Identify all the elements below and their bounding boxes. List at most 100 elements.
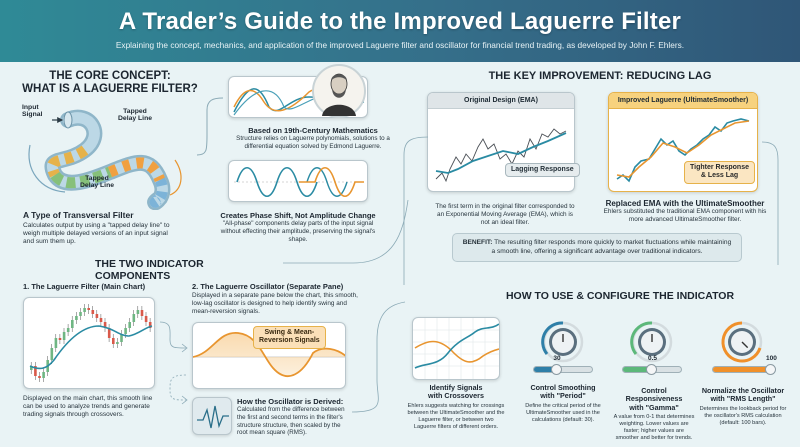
oscillator-body: Displayed in a separate pane below the c… <box>192 292 358 315</box>
crossover-body: Ehlers suggests watching for crossings b… <box>407 402 505 430</box>
period-item: Control Smoothing with "Period" Define th… <box>522 383 604 424</box>
input-label-line1: Input <box>22 104 39 111</box>
component-arrows <box>159 321 188 405</box>
laguerre-filter-heading: 1. The Laguerre Filter (Main Chart) <box>23 282 146 291</box>
slider-value: 30 <box>553 355 561 362</box>
benefit-label: BENEFIT: <box>462 239 493 246</box>
transversal-filter-block: A Type of Transversal Filter Calculates … <box>23 210 178 247</box>
phase-shift-heading: Creates Phase Shift, Not Amplitude Chang… <box>220 211 376 220</box>
crossover-item: Identify Signals with Crossovers Ehlers s… <box>407 383 505 431</box>
improved-laguerre-card: Improved Laguerre (UltimateSmoother) <box>608 92 758 192</box>
mathematics-heading: Based on 19th-Century Mathematics <box>248 126 378 135</box>
period-body: Define the critical period of the Ultima… <box>525 402 601 423</box>
tapped-delay-line-diagram <box>28 109 182 210</box>
slider-track[interactable] <box>622 364 682 375</box>
tapped-delay-bottom-label: Tapped Delay Line <box>80 175 114 190</box>
phase-shift-card <box>228 160 368 202</box>
edmond-laguerre-portrait <box>312 64 366 118</box>
slider-thumb[interactable] <box>765 364 776 375</box>
slider-thumb[interactable] <box>551 364 563 375</box>
slider-fill <box>623 367 652 372</box>
key-improvement-title: THE KEY IMPROVEMENT: REDUCING LAG <box>488 70 712 82</box>
oscillator-wave <box>193 332 345 377</box>
main-chart-card <box>23 297 155 389</box>
tapped-delay-top-label: Tapped Delay Line <box>118 108 152 123</box>
phase-shift-block: Creates Phase Shift, Not Amplitude Chang… <box>213 211 383 244</box>
tighter-response-callout: Tighter Response & Less Lag <box>684 161 755 184</box>
slider-fill <box>713 367 771 372</box>
gamma-heading-line2: with "Gamma" <box>629 402 679 412</box>
candlestick-chart <box>29 304 153 382</box>
crossover-heading-line2: with Crossovers <box>428 391 484 401</box>
dial-knob[interactable] <box>541 320 585 364</box>
derivation-body: Calculated from the difference between t… <box>237 406 345 437</box>
core-concept-title-line1: THE CORE CONCEPT: <box>49 70 171 82</box>
original-card-title: Original Design (EMA) <box>428 93 574 109</box>
knob-icon <box>721 321 763 363</box>
tighter-callout-line2: & Less Lag <box>700 172 739 180</box>
gamma-item: Control Responsiveness with "Gamma" A val… <box>612 386 696 442</box>
how-to-use-title: HOW TO USE & CONFIGURE THE INDICATOR <box>505 290 735 302</box>
oscillator-block: 2. The Laguerre Oscillator (Separate Pan… <box>192 282 362 316</box>
page-title: A Trader’s Guide to the Improved Laguerr… <box>118 8 682 35</box>
period-heading-line2: with "Period" <box>540 391 586 401</box>
mathematics-block: Based on 19th-Century Mathematics Struct… <box>228 126 398 151</box>
slider-value: 100 <box>766 355 777 362</box>
knob-icon <box>630 321 673 363</box>
left-connector <box>403 136 429 285</box>
page-subtitle: Explaining the concept, mechanics, and a… <box>115 40 685 50</box>
core-concept-title-line2: WHAT IS A LAGUERRE FILTER? <box>22 83 198 96</box>
oscillator-connector <box>352 301 406 413</box>
crossover-heading-line1: Identify Signals <box>429 383 483 392</box>
original-design-body: The first term in the original filter co… <box>435 203 575 226</box>
knob-icon <box>541 321 584 363</box>
slider-thumb[interactable] <box>646 364 657 375</box>
portrait-icon <box>322 73 356 116</box>
rms-item: Normalize the Oscillator with "RMS Length… <box>698 386 788 427</box>
slider-value: 0.5 <box>648 355 658 362</box>
phase-shift-waves <box>234 166 364 198</box>
improved-block: Replaced EMA with the UltimateSmoother E… <box>600 199 770 224</box>
lagging-response-callout: Lagging Response <box>505 163 580 178</box>
slider-fill <box>534 367 558 372</box>
improved-card-title: Improved Laguerre (UltimateSmoother) <box>609 93 757 109</box>
slider-track[interactable] <box>712 364 776 375</box>
benefit-box: BENEFIT: The resulting filter responds m… <box>452 233 742 262</box>
tapped-bottom-line1: Tapped <box>85 175 109 182</box>
transversal-heading: A Type of Transversal Filter <box>23 210 134 220</box>
improved-body: Ehlers substituted the traditional EMA c… <box>603 208 767 223</box>
slider-track[interactable] <box>533 364 593 375</box>
input-label-line2: Signal <box>22 111 43 119</box>
period-heading-line1: Control Smoothing <box>530 383 596 392</box>
page-header: A Trader’s Guide to the Improved Laguerr… <box>0 0 800 62</box>
rms-heading-line2: with "RMS Length" <box>710 394 776 404</box>
crossover-chart-card <box>412 317 500 380</box>
tapped-top-line1: Tapped <box>123 108 147 115</box>
connector-line <box>196 97 224 156</box>
dial-knob[interactable] <box>630 320 674 364</box>
ema-chart <box>435 128 567 183</box>
phase-shift-body: "All-phase" components delay parts of th… <box>220 220 376 243</box>
derivation-block: How the Oscillator is Derived: Calculate… <box>237 397 352 437</box>
input-signal-label: Input Signal <box>22 104 42 119</box>
tapped-bottom-line2: Delay Line <box>80 182 114 190</box>
improved-heading: Replaced EMA with the UltimateSmoother <box>605 199 765 208</box>
rms-heading-line1: Normalize the Oscillator <box>701 386 785 395</box>
mathematics-body: Structure relies on Laguerre polynomials… <box>236 135 390 150</box>
oscillator-derivation-icon-box <box>192 397 232 435</box>
transversal-body: Calculates output by using a "tapped del… <box>23 222 170 246</box>
swing-callout-line2: Reversion Signals <box>259 337 320 345</box>
dial-knob[interactable] <box>720 320 764 364</box>
rms-body: Determines the lookback period for the o… <box>699 405 787 426</box>
waveform-icon <box>197 405 229 429</box>
right-connector <box>761 141 779 265</box>
tighter-callout-line1: Tighter Response <box>690 164 749 171</box>
ultimate-smoother-chart <box>616 118 750 183</box>
benefit-text: The resulting filter responds more quick… <box>491 239 732 255</box>
two-components-title: THE TWO INDICATOR COMPONENTS <box>95 258 204 282</box>
derivation-heading: How the Oscillator is Derived: <box>237 397 344 406</box>
gamma-body: A value from 0-1 that determines weighti… <box>613 413 695 441</box>
gamma-heading-line1: Control Responsiveness <box>625 386 683 404</box>
swing-callout-line1: Swing & Mean- <box>264 329 315 336</box>
core-concept-title: THE CORE CONCEPT: WHAT IS A LAGUERRE FIL… <box>10 70 210 96</box>
